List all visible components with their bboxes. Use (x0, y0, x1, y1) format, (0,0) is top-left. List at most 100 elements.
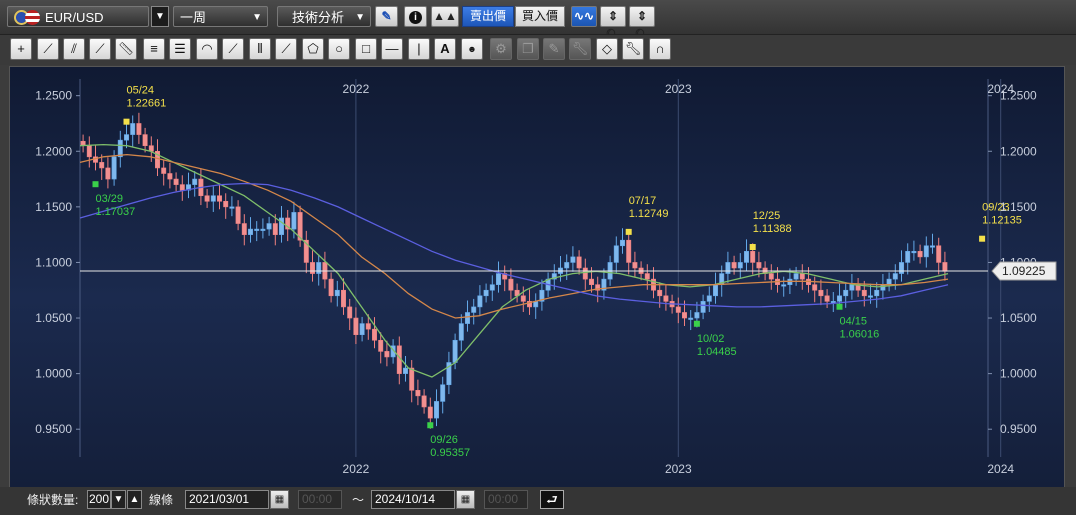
magnet-tool[interactable]: ∩ (649, 38, 671, 60)
info-button[interactable]: i (404, 6, 427, 27)
time-zone-tool[interactable]: ⦀ (249, 38, 271, 60)
y-tick-label-left: 0.9500 (35, 422, 72, 436)
disabled-tool-3[interactable]: ✎ (543, 38, 565, 60)
candle-body (694, 312, 700, 319)
sell-rate-button[interactable]: 賣出價 (462, 6, 514, 27)
candle-body (824, 295, 830, 302)
candle-body (477, 295, 483, 308)
gann-fan-tool[interactable]: ⟋ (275, 38, 297, 60)
end-date-calendar-button[interactable]: ▦ (456, 490, 475, 509)
candle-body (427, 406, 433, 419)
candle-body (111, 156, 117, 180)
decrease-button[interactable]: ▼ (111, 490, 126, 509)
candle-body (942, 262, 948, 272)
candle-body (620, 239, 625, 247)
candle-body (204, 195, 210, 202)
bar-count-input[interactable]: 200 (87, 490, 111, 509)
ruler-icon: 📏︎ (117, 41, 135, 56)
circle-tool[interactable]: ○ (328, 38, 350, 60)
horizontal-line-tool[interactable]: — (381, 38, 403, 60)
technical-analysis-menu[interactable]: 技術分析 ▼ (277, 6, 371, 27)
buy-rate-button[interactable]: 買入價 (515, 6, 565, 27)
candle-body (756, 262, 762, 269)
candle-body (421, 395, 427, 408)
wrench-icon: 🔧︎ (571, 41, 589, 56)
extreme-value-label: 1.04485 (697, 346, 737, 358)
crosshair-tool[interactable]: + (10, 38, 32, 60)
candle-body (527, 301, 532, 308)
technical-analysis-label: 技術分析 (292, 10, 345, 25)
symbol-select[interactable]: EUR/USD (7, 6, 149, 27)
rectangle-tool[interactable]: □ (355, 38, 377, 60)
x-tick-label-top: 2022 (343, 82, 370, 96)
period-select[interactable]: 一周 ▼ (173, 6, 268, 27)
candle-body (539, 289, 545, 302)
candle-body (874, 289, 880, 297)
chevron-down-icon: ▼ (355, 12, 365, 23)
current-price-badge-bg (991, 261, 1057, 281)
disabled-tool-2[interactable]: ❐ (517, 38, 539, 60)
mountain-chart-button[interactable]: ▲▲ (431, 6, 459, 27)
zoom-out-button[interactable]: ⇕🔍︎ (600, 6, 626, 42)
fib-fan-tool[interactable]: ⟋ (222, 38, 244, 60)
start-date-input[interactable]: 2021/03/01 (185, 490, 269, 509)
trendline-tool[interactable]: ⟋ (37, 38, 59, 60)
pentagon-tool[interactable]: ⬠ (302, 38, 324, 60)
end-time-input[interactable]: 00:00 (484, 490, 528, 509)
symbol-dropdown-button[interactable]: ▼ (151, 6, 169, 27)
candle-body (570, 256, 576, 263)
current-price-badge: 1.09225 (991, 261, 1057, 281)
zoom-in-button[interactable]: ⇕🔍︎ (629, 6, 655, 42)
candle-body (285, 217, 291, 230)
price-chart-panel[interactable]: 05/24 1.22661 03/29 1.17037 09/26 0.95357 07/1… (9, 66, 1065, 488)
extreme-marker (123, 118, 130, 125)
parallel-line-tool[interactable]: ⫽ (63, 38, 85, 60)
tool-settings[interactable]: 🔧︎ (622, 38, 644, 60)
candle-body (861, 289, 867, 297)
y-tick-label-left: 1.2000 (35, 144, 72, 158)
candle-body (117, 139, 123, 158)
candle-body (347, 306, 353, 319)
candle-body (818, 289, 824, 297)
candle-body (303, 239, 309, 263)
fib-arc-tool[interactable]: ◠ (196, 38, 218, 60)
increase-button[interactable]: ▲ (127, 490, 142, 509)
start-time-input[interactable]: 00:00 (298, 490, 342, 509)
candle-body (768, 273, 774, 280)
candle-body (781, 284, 787, 287)
disabled-tool-1[interactable]: ⚙︎ (490, 38, 512, 60)
start-date-calendar-button[interactable]: ▦ (270, 490, 289, 509)
candle-body (496, 273, 501, 285)
icon-tool[interactable]: ☻ (461, 38, 483, 60)
moving-average-line-1 (79, 143, 949, 378)
disabled-tool-4[interactable]: 🔧︎ (569, 38, 591, 60)
pencil-icon: ✎ (381, 9, 392, 23)
eraser-tool[interactable]: ◇ (596, 38, 618, 60)
x-tick-label-bottom: 2024 (987, 462, 1014, 476)
y-tick-label-left: 1.2500 (35, 89, 72, 103)
candle-body (688, 317, 694, 320)
text-tool[interactable]: A (434, 38, 456, 60)
candle-body (799, 273, 805, 280)
price-chart[interactable]: 05/241.22661 03/291.17037 09/260.95357 07/1… (10, 67, 1064, 487)
horizontal-lines-tool[interactable]: ≡ (143, 38, 165, 60)
candle-body (750, 251, 756, 263)
candle-body (136, 123, 142, 135)
chevron-down-icon: ▼ (252, 12, 262, 23)
channel-tool[interactable]: ⟋ (89, 38, 111, 60)
candle-body (179, 184, 185, 191)
refresh-button[interactable]: ⮐ (540, 490, 564, 509)
candle-body (260, 228, 266, 231)
vertical-line-tool[interactable]: | (408, 38, 430, 60)
compare-chart-button[interactable]: ∿∿ (571, 6, 597, 27)
fibonacci-tool[interactable]: ☰ (169, 38, 191, 60)
magnet-icon: ∩ (655, 41, 665, 56)
end-date-input[interactable]: 2024/10/14 (371, 490, 455, 509)
candle-body (682, 312, 687, 319)
candle-body (576, 256, 582, 269)
candle-body (626, 239, 632, 263)
ruler-tool[interactable]: 📏︎ (115, 38, 137, 60)
chevron-down-icon: ▼ (113, 494, 124, 505)
candle-body (632, 262, 638, 269)
pencil-button[interactable]: ✎ (375, 6, 398, 27)
